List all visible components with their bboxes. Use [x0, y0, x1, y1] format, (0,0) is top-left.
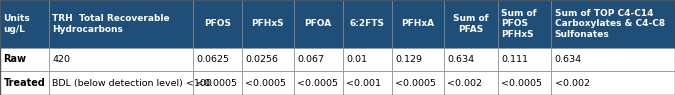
Text: 0.129: 0.129 [395, 55, 422, 64]
Bar [392, 71, 443, 95]
Bar [294, 48, 343, 71]
Bar [551, 0, 675, 48]
Bar [192, 71, 242, 95]
Bar [551, 71, 675, 95]
Text: 6:2FTS: 6:2FTS [350, 19, 385, 28]
Bar [497, 48, 551, 71]
Bar [497, 0, 551, 48]
Text: Treated: Treated [3, 78, 45, 88]
Text: <0.0005: <0.0005 [196, 79, 237, 88]
Text: 0.0625: 0.0625 [196, 55, 229, 64]
Bar [294, 71, 343, 95]
Text: PFHxA: PFHxA [401, 19, 434, 28]
Bar [242, 0, 294, 48]
Text: PFHxS: PFHxS [251, 19, 284, 28]
Text: <0.002: <0.002 [555, 79, 590, 88]
Bar [343, 48, 391, 71]
Bar [343, 0, 391, 48]
Bar [443, 71, 497, 95]
Text: 0.111: 0.111 [501, 55, 528, 64]
Bar [192, 48, 242, 71]
Bar [49, 71, 192, 95]
Text: 0.634: 0.634 [447, 55, 475, 64]
Bar [242, 48, 294, 71]
Bar [443, 48, 497, 71]
Bar [443, 0, 497, 48]
Text: PFOA: PFOA [304, 19, 332, 28]
Text: 420: 420 [53, 55, 70, 64]
Bar [192, 0, 242, 48]
Bar [294, 0, 343, 48]
Text: <0.001: <0.001 [346, 79, 381, 88]
Bar [0, 48, 49, 71]
Bar [0, 0, 49, 48]
Text: <0.002: <0.002 [447, 79, 482, 88]
Text: <0.0005: <0.0005 [297, 79, 338, 88]
Bar [49, 0, 192, 48]
Text: Raw: Raw [3, 54, 26, 64]
Bar [497, 71, 551, 95]
Text: BDL (below detection level) <100: BDL (below detection level) <100 [53, 79, 213, 88]
Bar [242, 71, 294, 95]
Bar [392, 48, 443, 71]
Text: <0.0005: <0.0005 [395, 79, 436, 88]
Text: 0.01: 0.01 [346, 55, 367, 64]
Text: Units
ug/L: Units ug/L [3, 14, 30, 34]
Text: 0.0256: 0.0256 [245, 55, 278, 64]
Text: 0.634: 0.634 [555, 55, 582, 64]
Bar [49, 48, 192, 71]
Bar [0, 71, 49, 95]
Text: Sum of TOP C4-C14
Carboxylates & C4-C8
Sulfonates: Sum of TOP C4-C14 Carboxylates & C4-C8 S… [555, 8, 665, 39]
Text: TRH  Total Recoverable
Hydrocarbons: TRH Total Recoverable Hydrocarbons [53, 14, 170, 34]
Bar [392, 0, 443, 48]
Text: <0.0005: <0.0005 [245, 79, 286, 88]
Text: Sum of
PFAS: Sum of PFAS [453, 14, 489, 34]
Text: 0.067: 0.067 [297, 55, 324, 64]
Bar [551, 48, 675, 71]
Text: Sum of
PFOS
PFHxS: Sum of PFOS PFHxS [501, 8, 537, 39]
Text: <0.0005: <0.0005 [501, 79, 542, 88]
Text: PFOS: PFOS [204, 19, 231, 28]
Bar [343, 71, 391, 95]
